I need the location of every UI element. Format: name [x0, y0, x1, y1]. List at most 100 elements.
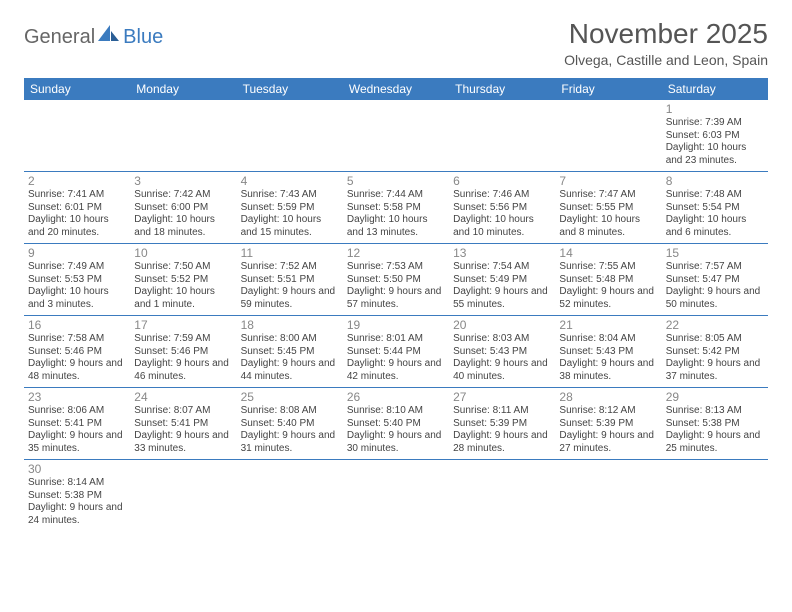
day-sr: Sunrise: 8:00 AM [241, 333, 339, 346]
day-sr: Sunrise: 7:57 AM [666, 261, 764, 274]
calendar-day: 12Sunrise: 7:53 AMSunset: 5:50 PMDayligh… [343, 244, 449, 316]
day-dl: Daylight: 9 hours and 57 minutes. [347, 286, 445, 311]
day-info: Sunrise: 8:00 AMSunset: 5:45 PMDaylight:… [241, 333, 339, 383]
day-ss: Sunset: 5:43 PM [559, 346, 657, 359]
calendar-day: 20Sunrise: 8:03 AMSunset: 5:43 PMDayligh… [449, 316, 555, 388]
day-ss: Sunset: 5:39 PM [453, 418, 551, 431]
day-dl: Daylight: 10 hours and 15 minutes. [241, 214, 339, 239]
day-dl: Daylight: 9 hours and 27 minutes. [559, 430, 657, 455]
calendar-day: 4Sunrise: 7:43 AMSunset: 5:59 PMDaylight… [237, 172, 343, 244]
day-sr: Sunrise: 8:05 AM [666, 333, 764, 346]
day-ss: Sunset: 5:58 PM [347, 202, 445, 215]
day-ss: Sunset: 5:55 PM [559, 202, 657, 215]
day-number: 9 [28, 246, 126, 260]
logo-text-1: General [24, 26, 95, 49]
day-info: Sunrise: 8:13 AMSunset: 5:38 PMDaylight:… [666, 405, 764, 455]
day-info: Sunrise: 8:10 AMSunset: 5:40 PMDaylight:… [347, 405, 445, 455]
day-header: Tuesday [237, 78, 343, 100]
day-sr: Sunrise: 8:06 AM [28, 405, 126, 418]
day-info: Sunrise: 7:55 AMSunset: 5:48 PMDaylight:… [559, 261, 657, 311]
day-number: 29 [666, 390, 764, 404]
day-ss: Sunset: 5:47 PM [666, 274, 764, 287]
day-number: 4 [241, 174, 339, 188]
calendar-empty [449, 100, 555, 172]
day-sr: Sunrise: 7:58 AM [28, 333, 126, 346]
logo-text-2: Blue [123, 26, 163, 49]
calendar-empty [130, 100, 236, 172]
page-title: November 2025 [564, 18, 768, 50]
day-number: 21 [559, 318, 657, 332]
calendar-day: 17Sunrise: 7:59 AMSunset: 5:46 PMDayligh… [130, 316, 236, 388]
calendar-day: 18Sunrise: 8:00 AMSunset: 5:45 PMDayligh… [237, 316, 343, 388]
day-number: 7 [559, 174, 657, 188]
day-info: Sunrise: 7:53 AMSunset: 5:50 PMDaylight:… [347, 261, 445, 311]
calendar-day: 7Sunrise: 7:47 AMSunset: 5:55 PMDaylight… [555, 172, 661, 244]
calendar-day: 5Sunrise: 7:44 AMSunset: 5:58 PMDaylight… [343, 172, 449, 244]
day-header: Monday [130, 78, 236, 100]
day-dl: Daylight: 9 hours and 35 minutes. [28, 430, 126, 455]
day-ss: Sunset: 5:51 PM [241, 274, 339, 287]
day-dl: Daylight: 9 hours and 44 minutes. [241, 358, 339, 383]
calendar-empty [662, 460, 768, 532]
day-sr: Sunrise: 7:54 AM [453, 261, 551, 274]
day-dl: Daylight: 9 hours and 25 minutes. [666, 430, 764, 455]
day-info: Sunrise: 7:58 AMSunset: 5:46 PMDaylight:… [28, 333, 126, 383]
calendar-day: 6Sunrise: 7:46 AMSunset: 5:56 PMDaylight… [449, 172, 555, 244]
day-sr: Sunrise: 7:39 AM [666, 117, 764, 130]
calendar-body: 1Sunrise: 7:39 AMSunset: 6:03 PMDaylight… [24, 100, 768, 531]
day-dl: Daylight: 9 hours and 28 minutes. [453, 430, 551, 455]
day-ss: Sunset: 5:56 PM [453, 202, 551, 215]
calendar-empty [237, 460, 343, 532]
calendar-week: 16Sunrise: 7:58 AMSunset: 5:46 PMDayligh… [24, 316, 768, 388]
calendar-empty [555, 100, 661, 172]
day-number: 11 [241, 246, 339, 260]
day-sr: Sunrise: 7:59 AM [134, 333, 232, 346]
day-info: Sunrise: 7:43 AMSunset: 5:59 PMDaylight:… [241, 189, 339, 239]
day-number: 5 [347, 174, 445, 188]
calendar-day: 2Sunrise: 7:41 AMSunset: 6:01 PMDaylight… [24, 172, 130, 244]
calendar-day: 27Sunrise: 8:11 AMSunset: 5:39 PMDayligh… [449, 388, 555, 460]
day-sr: Sunrise: 8:11 AM [453, 405, 551, 418]
calendar-day: 11Sunrise: 7:52 AMSunset: 5:51 PMDayligh… [237, 244, 343, 316]
day-number: 14 [559, 246, 657, 260]
day-sr: Sunrise: 8:12 AM [559, 405, 657, 418]
day-number: 20 [453, 318, 551, 332]
day-sr: Sunrise: 7:52 AM [241, 261, 339, 274]
day-dl: Daylight: 9 hours and 52 minutes. [559, 286, 657, 311]
day-info: Sunrise: 8:06 AMSunset: 5:41 PMDaylight:… [28, 405, 126, 455]
day-ss: Sunset: 5:46 PM [134, 346, 232, 359]
day-ss: Sunset: 5:41 PM [134, 418, 232, 431]
day-ss: Sunset: 5:40 PM [347, 418, 445, 431]
calendar-day: 22Sunrise: 8:05 AMSunset: 5:42 PMDayligh… [662, 316, 768, 388]
day-dl: Daylight: 9 hours and 40 minutes. [453, 358, 551, 383]
calendar-day: 15Sunrise: 7:57 AMSunset: 5:47 PMDayligh… [662, 244, 768, 316]
calendar-day: 16Sunrise: 7:58 AMSunset: 5:46 PMDayligh… [24, 316, 130, 388]
day-dl: Daylight: 10 hours and 18 minutes. [134, 214, 232, 239]
day-sr: Sunrise: 8:03 AM [453, 333, 551, 346]
header: General Blue November 2025 Olvega, Casti… [24, 18, 768, 68]
calendar-day: 13Sunrise: 7:54 AMSunset: 5:49 PMDayligh… [449, 244, 555, 316]
day-dl: Daylight: 9 hours and 42 minutes. [347, 358, 445, 383]
day-sr: Sunrise: 8:10 AM [347, 405, 445, 418]
day-sr: Sunrise: 8:07 AM [134, 405, 232, 418]
calendar-week: 9Sunrise: 7:49 AMSunset: 5:53 PMDaylight… [24, 244, 768, 316]
calendar-day: 10Sunrise: 7:50 AMSunset: 5:52 PMDayligh… [130, 244, 236, 316]
day-sr: Sunrise: 7:55 AM [559, 261, 657, 274]
day-ss: Sunset: 5:45 PM [241, 346, 339, 359]
day-ss: Sunset: 6:03 PM [666, 130, 764, 143]
day-ss: Sunset: 5:40 PM [241, 418, 339, 431]
day-dl: Daylight: 10 hours and 20 minutes. [28, 214, 126, 239]
day-number: 13 [453, 246, 551, 260]
day-dl: Daylight: 10 hours and 6 minutes. [666, 214, 764, 239]
calendar-empty [130, 460, 236, 532]
day-ss: Sunset: 6:00 PM [134, 202, 232, 215]
day-ss: Sunset: 5:50 PM [347, 274, 445, 287]
day-info: Sunrise: 8:14 AMSunset: 5:38 PMDaylight:… [28, 477, 126, 527]
calendar-day: 8Sunrise: 7:48 AMSunset: 5:54 PMDaylight… [662, 172, 768, 244]
day-ss: Sunset: 5:52 PM [134, 274, 232, 287]
day-number: 27 [453, 390, 551, 404]
day-number: 19 [347, 318, 445, 332]
calendar-day: 23Sunrise: 8:06 AMSunset: 5:41 PMDayligh… [24, 388, 130, 460]
day-sr: Sunrise: 8:14 AM [28, 477, 126, 490]
day-number: 16 [28, 318, 126, 332]
